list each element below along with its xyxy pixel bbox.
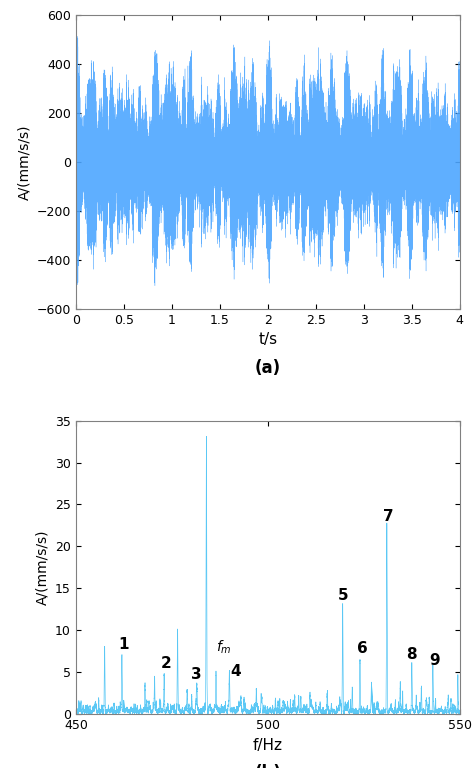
Text: 5: 5 xyxy=(337,588,348,604)
Y-axis label: A/(mm/s/s): A/(mm/s/s) xyxy=(36,530,50,605)
Text: $f_m$: $f_m$ xyxy=(216,638,231,656)
Text: 1: 1 xyxy=(118,637,129,652)
X-axis label: f/Hz: f/Hz xyxy=(253,737,283,753)
Text: (b): (b) xyxy=(255,764,281,768)
X-axis label: t/s: t/s xyxy=(258,333,277,347)
Text: 7: 7 xyxy=(383,508,394,524)
Text: 8: 8 xyxy=(407,647,417,662)
Text: 9: 9 xyxy=(429,653,440,668)
Text: 3: 3 xyxy=(191,667,202,682)
Text: 4: 4 xyxy=(230,664,240,679)
Y-axis label: A/(mm/s/s): A/(mm/s/s) xyxy=(17,124,31,200)
Text: 6: 6 xyxy=(356,641,367,657)
Text: (a): (a) xyxy=(255,359,281,377)
Text: 2: 2 xyxy=(161,656,172,670)
